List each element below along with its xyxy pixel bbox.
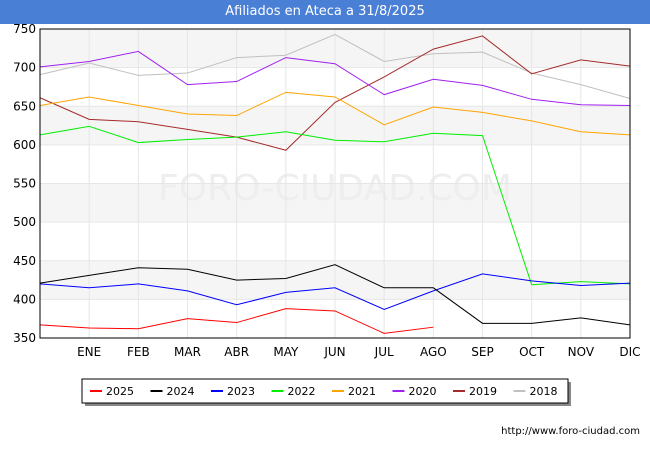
legend-label-2021: 2021 — [348, 385, 376, 398]
y-tick-label: 400 — [13, 292, 36, 306]
x-tick-label: MAY — [273, 345, 299, 359]
legend-label-2025: 2025 — [106, 385, 134, 398]
series-2019 — [39, 35, 631, 151]
y-tick-label: 500 — [13, 215, 36, 229]
series-2024 — [39, 264, 631, 326]
x-tick-label: OCT — [519, 345, 545, 359]
y-tick-label: 650 — [13, 99, 36, 113]
y-tick-label: 700 — [13, 61, 36, 75]
series-2023 — [39, 273, 631, 310]
x-tick-label: FEB — [127, 345, 150, 359]
legend-label-2019: 2019 — [469, 385, 497, 398]
series-2018 — [39, 33, 631, 100]
legend-label-2018: 2018 — [530, 385, 558, 398]
grid-lines — [40, 28, 630, 339]
y-tick-label: 350 — [13, 331, 36, 345]
series-2022 — [39, 125, 631, 286]
plot-frame — [39, 28, 631, 339]
x-tick-label: MAR — [174, 345, 201, 359]
y-tick-label: 450 — [13, 254, 36, 268]
x-tick-label: DIC — [619, 345, 640, 359]
series-2020 — [39, 50, 631, 106]
x-tick-label: JUL — [374, 345, 394, 359]
x-tick-label: ABR — [224, 345, 249, 359]
y-axis: 350 400 450 500 550 600 650 700 750 — [13, 22, 36, 345]
x-tick-label: AGO — [420, 345, 447, 359]
x-tick-label: ENE — [77, 345, 101, 359]
legend-label-2023: 2023 — [227, 385, 255, 398]
y-tick-label: 750 — [13, 22, 36, 36]
y-tick-label: 550 — [13, 177, 36, 191]
x-tick-label: NOV — [568, 345, 595, 359]
series-group — [39, 33, 631, 334]
legend: 2025 2024 2023 2022 2021 2020 2019 2018 — [81, 378, 571, 406]
x-tick-label: JUN — [323, 345, 345, 359]
y-tick-label: 600 — [13, 138, 36, 152]
source-url[interactable]: http://www.foro-ciudad.com — [501, 426, 640, 437]
legend-label-2024: 2024 — [167, 385, 195, 398]
legend-box — [81, 378, 569, 404]
chart-title: Afiliados en Ateca a 31/8/2025 — [0, 0, 650, 24]
series-2021 — [39, 91, 631, 136]
legend-label-2022: 2022 — [288, 385, 316, 398]
x-tick-label: SEP — [471, 345, 493, 359]
series-2025 — [39, 308, 434, 334]
x-axis: ENE FEB MAR ABR MAY JUN JUL AGO SEP OCT NOV DIC — [77, 345, 640, 359]
legend-label-2020: 2020 — [409, 385, 437, 398]
